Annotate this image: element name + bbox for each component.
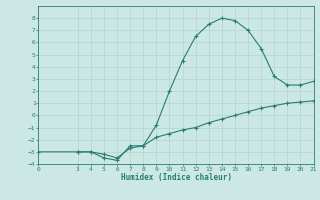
X-axis label: Humidex (Indice chaleur): Humidex (Indice chaleur) [121,173,231,182]
